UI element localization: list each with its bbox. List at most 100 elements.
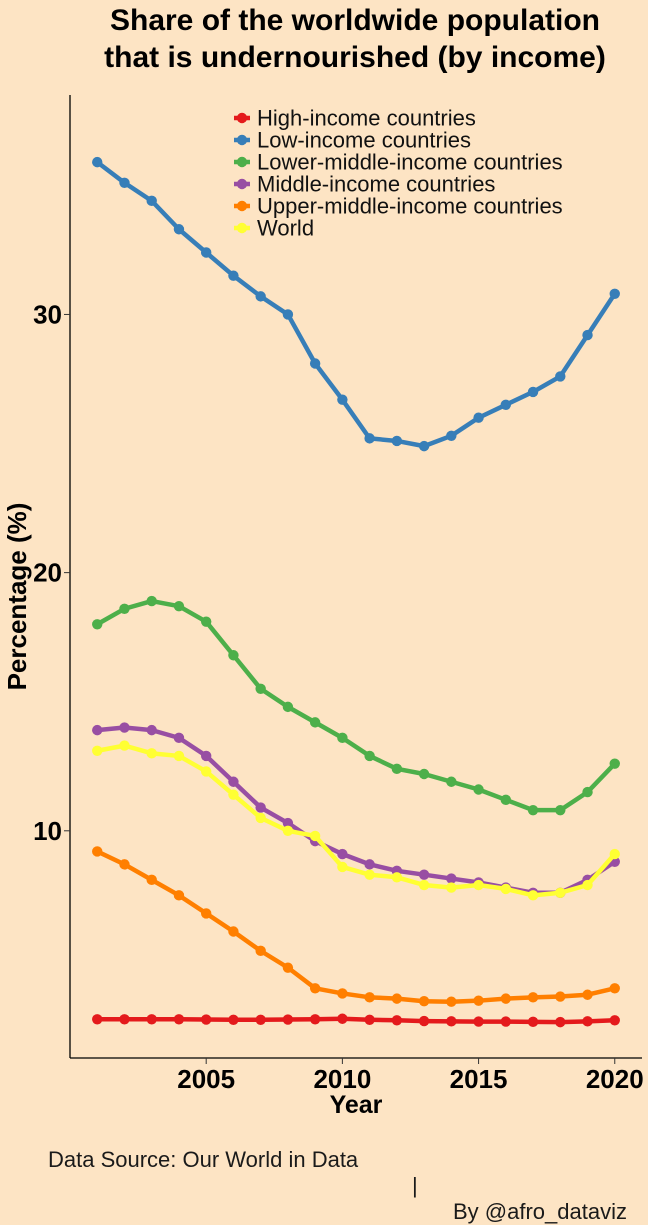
data-point [391,763,403,775]
data-point [364,433,375,444]
legend-label: World [257,216,314,241]
data-point [282,817,294,829]
data-point [200,908,212,919]
data-point [555,1016,566,1028]
data-point [119,603,130,614]
series-layer [92,156,620,1028]
legend-label: High-income countries [257,106,476,131]
data-point [500,993,512,1004]
data-point [228,926,239,937]
line-chart: 2005 2010 2015 2020 10 20 30 Year Percentage (%)… [2,95,644,1119]
legend-item: Low-income countries [234,128,471,153]
data-point [446,1016,457,1027]
data-point [173,1014,185,1025]
data-point [119,722,130,733]
data-point [446,996,457,1007]
data-point [582,786,593,798]
data-point [609,758,620,769]
data-point [337,1013,348,1024]
data-point [119,177,130,188]
data-point [418,1015,430,1027]
data-point [309,358,321,369]
data-point [446,882,457,893]
legend-item: High-income countries [234,106,476,131]
x-axis-label: Year [330,1091,383,1119]
data-point [146,595,157,607]
data-point [255,291,266,302]
data-point [473,784,484,795]
legend-item: World [234,216,314,241]
data-point [146,195,157,207]
data-point [309,717,321,728]
legend-key-point [236,178,248,190]
data-point [92,724,103,736]
data-point [255,945,266,957]
legend-key-point [236,222,248,234]
data-point [228,1014,239,1025]
data-source-text: Data Source: Our World in Data [48,1147,359,1172]
y-tick-label: 10 [33,816,62,846]
x-tick-label: 2020 [586,1064,644,1094]
data-point [228,789,239,800]
data-point [173,890,185,901]
data-point [527,890,539,901]
series-upper-middle-income-countries [92,846,620,1007]
data-point [337,732,348,744]
x-tick-label: 2010 [313,1064,371,1094]
data-point [282,825,294,837]
series-line [94,849,618,1004]
legend-item: Upper-middle-income countries [234,194,563,219]
caption: Data Source: Our World in Data | By @afr… [0,1121,648,1225]
data-point [173,750,185,762]
data-point [228,650,239,661]
data-point [418,879,430,891]
data-point [500,883,512,895]
data-point [500,1016,512,1027]
data-point [609,983,620,994]
series-world [92,740,620,901]
data-point [337,848,348,860]
axes: 2005 2010 2015 2020 10 20 30 Year Percentage (%) [2,95,644,1119]
series-lower-middle-income-countries [92,595,620,816]
data-point [337,861,348,873]
data-point [500,399,512,411]
data-point [173,732,185,744]
data-point [282,1014,294,1025]
chart-title-line-1: Share of the worldwide population [109,4,600,37]
data-point [418,768,430,780]
data-point [555,804,566,816]
legend-label: Lower-middle-income countries [257,150,563,175]
data-point [446,430,457,441]
legend-item: Middle-income countries [234,172,495,197]
data-point [200,1014,212,1025]
data-point [119,1014,130,1025]
data-point [555,991,566,1002]
y-tick-label: 30 [33,299,62,329]
data-point [555,371,566,382]
data-point [146,1014,157,1025]
legend-label: Middle-income countries [257,172,495,197]
data-point [446,873,457,884]
series-low-income-countries [92,156,620,452]
data-point [473,879,484,891]
data-point [228,270,239,281]
data-point [582,879,593,891]
data-point [500,794,512,806]
data-point [119,859,130,870]
data-point [282,309,294,320]
data-point [364,750,375,762]
data-point [282,962,294,973]
data-point [364,859,375,870]
data-point [282,701,294,713]
data-point [146,874,157,886]
author-credit: By @afro_dataviz [453,1199,627,1224]
y-axis-label: Percentage (%) [2,503,32,691]
data-point [146,748,157,759]
data-point [337,394,348,405]
data-point [473,412,484,423]
data-point [609,848,620,860]
data-point [364,869,375,880]
chart-title-line-2: that is undernourished (by income) [104,41,606,74]
data-point [146,724,157,736]
data-point [473,995,484,1006]
